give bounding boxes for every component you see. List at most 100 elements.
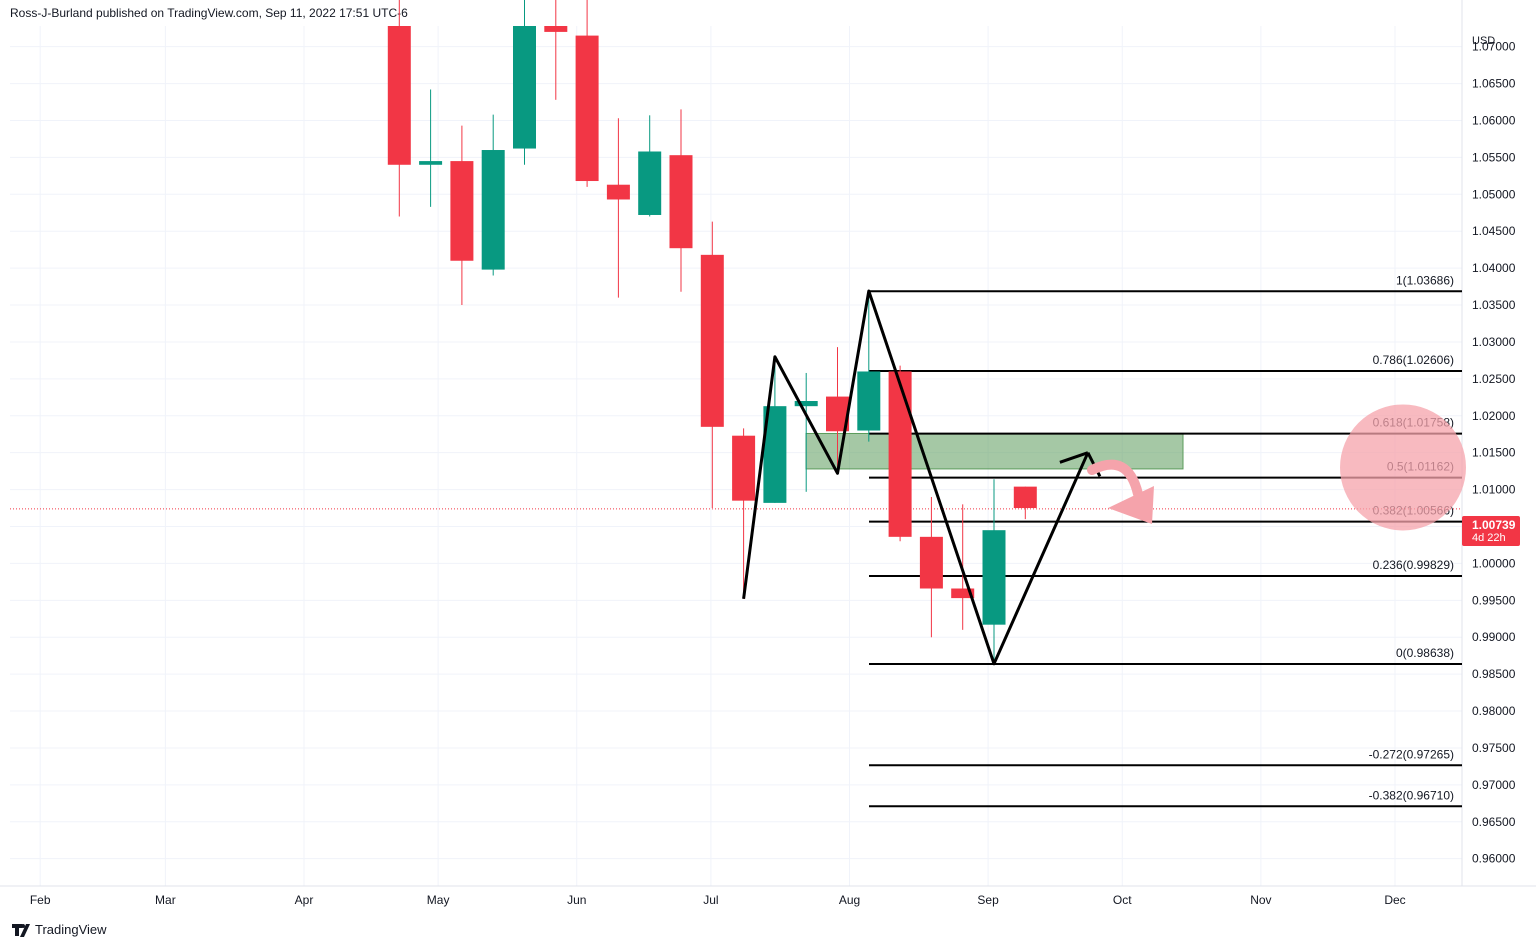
curved-arrow-shaft [1087, 459, 1143, 499]
price-tick-label: 1.06500 [1472, 77, 1516, 91]
candle-body [669, 155, 693, 249]
time-tick-label: Apr [295, 893, 314, 907]
candle [513, 0, 536, 165]
price-tick-label: 0.99500 [1472, 593, 1516, 607]
price-tick-label: 1.04000 [1472, 261, 1516, 275]
candle [857, 291, 881, 442]
fib-level-label: -0.382(0.96710) [1369, 788, 1454, 802]
candle-body [951, 588, 975, 599]
price-tick-label: 1.03500 [1472, 298, 1516, 312]
tradingview-logo-icon [12, 923, 31, 937]
candle [638, 115, 662, 217]
price-tick-label: 0.97000 [1472, 778, 1516, 792]
curved-arrow-head [1108, 486, 1154, 524]
price-axis: 1.07000 1.06500 1.06000 1.05500 1.05000 1.045… [1472, 40, 1516, 866]
price-tick-label: 1.04500 [1472, 224, 1516, 238]
candle [919, 496, 943, 638]
time-tick-label: Jun [567, 893, 586, 907]
candle [732, 428, 756, 599]
candle [606, 118, 630, 298]
tradingview-brand[interactable]: TradingView [12, 922, 107, 937]
grid-lines [10, 26, 1462, 886]
price-tick-label: 1.02500 [1472, 372, 1516, 386]
time-tick-label: Feb [30, 893, 51, 907]
candle [700, 221, 724, 509]
candle-body [919, 536, 943, 589]
candle [481, 114, 505, 276]
time-tick-label: Aug [839, 893, 860, 907]
projection-stub [1059, 451, 1089, 464]
candle [450, 125, 474, 306]
candle [1013, 486, 1037, 520]
candle-body [419, 161, 443, 165]
fib-level-label: 0.786(1.02606) [1373, 353, 1454, 367]
candle [794, 372, 818, 492]
candle-body [387, 26, 411, 165]
candle-body [1013, 486, 1037, 509]
candles [387, 0, 1037, 664]
resistance-zone [805, 432, 1184, 470]
candle-body [794, 401, 818, 407]
price-tick-label: 1.05000 [1472, 187, 1516, 201]
candle-body [888, 371, 912, 537]
candle-body [700, 254, 724, 427]
fib-level-label: 0.236(0.99829) [1373, 558, 1454, 572]
time-tick-label: Oct [1113, 893, 1132, 907]
last-price-value: 1.00739 [1472, 518, 1516, 532]
time-tick-label: May [427, 893, 450, 907]
candle [669, 109, 693, 292]
fib-level-label: -0.272(0.97265) [1369, 747, 1454, 761]
price-tick-label: 1.03000 [1472, 335, 1516, 349]
candle [826, 347, 849, 474]
time-tick-label: Jul [703, 893, 718, 907]
supply-zone-rect [805, 432, 1184, 470]
candle [575, 0, 599, 187]
candle-body [826, 396, 849, 432]
fib-level-label: 0(0.98638) [1396, 646, 1454, 660]
price-tick-label: 1.05500 [1472, 150, 1516, 164]
price-tick-label: 0.98500 [1472, 667, 1516, 681]
time-tick-label: Nov [1250, 893, 1271, 907]
time-tick-label: Sep [977, 893, 999, 907]
bar-countdown: 4d 22h [1472, 532, 1506, 544]
time-axis: Feb Mar Apr May Jun Jul Aug Sep Oct Nov Dec [30, 893, 1406, 907]
price-tick-label: 1.00000 [1472, 556, 1516, 570]
candle [387, 0, 411, 217]
price-tick-label: 1.01500 [1472, 446, 1516, 460]
candle-body [638, 151, 662, 215]
price-tick-label: 0.96000 [1472, 852, 1516, 866]
price-tick-label: 1.02000 [1472, 409, 1516, 423]
candle-body [982, 530, 1006, 625]
axis-frame [0, 0, 1536, 887]
candle-body [544, 26, 568, 32]
annotation-arrow [1087, 404, 1466, 531]
candle-body [763, 406, 787, 503]
candle [763, 361, 787, 503]
time-tick-label: Mar [155, 893, 176, 907]
candle-body [481, 150, 505, 270]
candle-body [513, 26, 536, 149]
currency-label: USD [1472, 35, 1495, 47]
candle [544, 0, 568, 100]
last-price-tag: 1.00739 4d 22h [1462, 516, 1520, 546]
candle-body [606, 184, 630, 200]
candle [982, 479, 1006, 664]
fib-level-label: 1(1.03686) [1396, 273, 1454, 287]
fibonacci-levels: 1(1.03686)0.786(1.02606)0.618(1.01758)0.… [10, 273, 1462, 808]
candle-body [450, 161, 474, 261]
price-tick-label: 0.96500 [1472, 815, 1516, 829]
price-tick-label: 0.99000 [1472, 630, 1516, 644]
candle [419, 89, 443, 207]
time-tick-label: Dec [1384, 893, 1405, 907]
attribution-text: Ross-J-Burland published on TradingView.… [10, 6, 408, 20]
price-tick-label: 0.98000 [1472, 704, 1516, 718]
price-tick-label: 1.06000 [1472, 113, 1516, 127]
price-tick-label: 0.97500 [1472, 741, 1516, 755]
price-tick-label: 1.01000 [1472, 483, 1516, 497]
price-tick-label: 1.07000 [1472, 40, 1516, 54]
candle-body [575, 35, 599, 182]
candle-body [857, 371, 881, 431]
zigzag-line [742, 289, 1090, 666]
candle [888, 365, 912, 542]
